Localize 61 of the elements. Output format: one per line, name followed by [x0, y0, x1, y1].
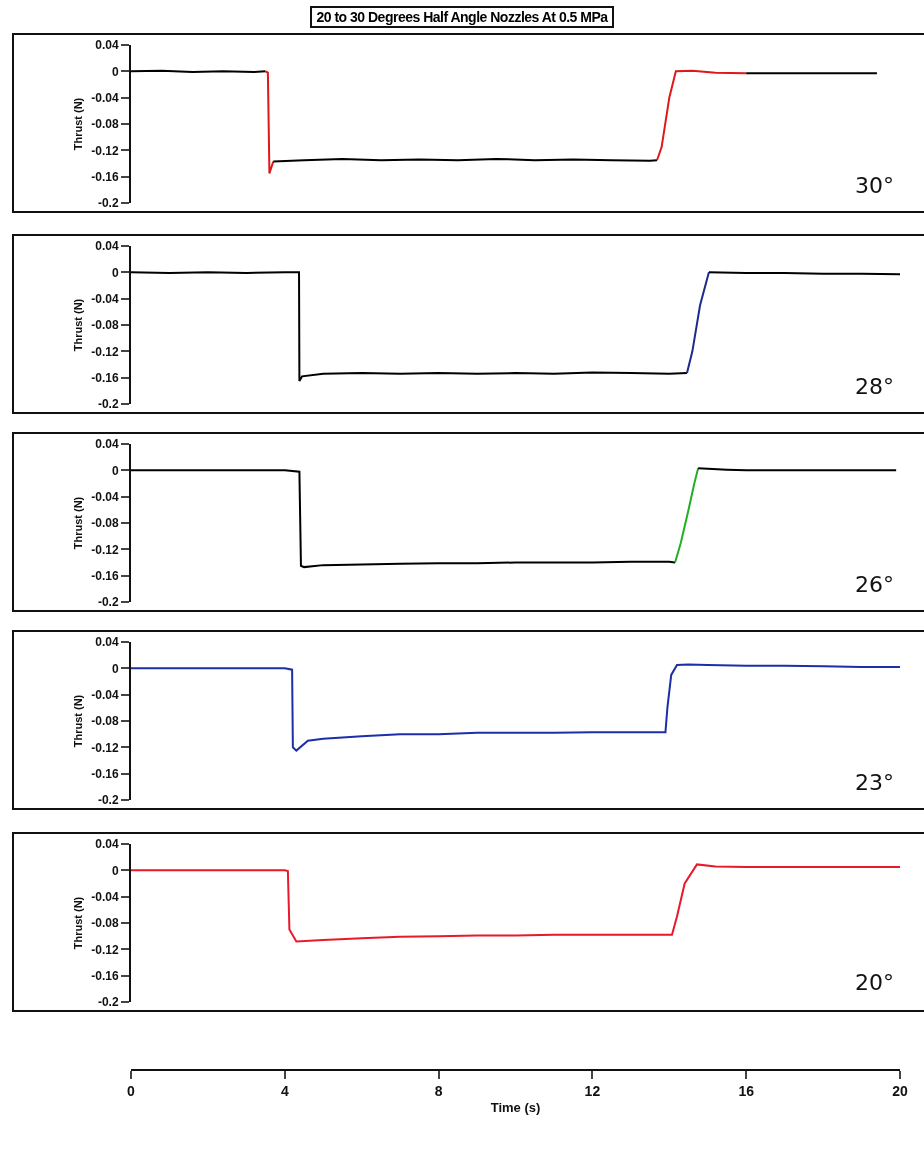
- annotation: 20°: [855, 970, 894, 995]
- x-tick-label: 16: [738, 1082, 755, 1099]
- y-tick-label: 0: [111, 863, 119, 878]
- y-tick-label: -0.08: [91, 916, 119, 931]
- y-tick-label: 0.04: [95, 38, 119, 53]
- y-tick-label: 0: [111, 265, 119, 280]
- y-tick-label: 0.04: [95, 837, 119, 852]
- x-tick-label: 12: [584, 1082, 601, 1099]
- y-tick-label: -0.16: [91, 968, 119, 983]
- y-tick-label: 0.04: [95, 239, 119, 254]
- y-tick-label: -0.08: [91, 516, 119, 531]
- y-tick-label: -0.2: [97, 595, 119, 610]
- y-tick-label: -0.08: [91, 117, 119, 132]
- x-tick-label: 4: [280, 1082, 289, 1099]
- y-tick-label: -0.04: [91, 687, 119, 702]
- y-axis-title: Thrust (N): [72, 97, 85, 151]
- y-tick-label: 0.04: [95, 635, 119, 650]
- annotation: 23°: [855, 770, 894, 795]
- y-tick-label: -0.16: [91, 568, 119, 583]
- y-tick-label: -0.04: [91, 90, 119, 105]
- y-tick-label: -0.2: [97, 995, 119, 1010]
- y-tick-label: 0: [111, 463, 119, 478]
- y-tick-label: -0.12: [91, 740, 119, 755]
- chart-title: 20 to 30 Degrees Half Angle Nozzles At 0.5 MPa: [310, 6, 614, 28]
- y-tick-label: -0.2: [97, 196, 119, 211]
- y-tick-label: -0.08: [91, 318, 119, 333]
- x-tick-label: 20: [892, 1082, 908, 1099]
- y-axis-title: Thrust (N): [72, 694, 85, 748]
- y-tick-label: -0.04: [91, 489, 119, 504]
- x-axis-title: Time (s): [490, 1099, 541, 1115]
- annotation: 28°: [855, 374, 894, 399]
- y-tick-label: 0.04: [95, 437, 119, 452]
- y-tick-label: -0.2: [97, 397, 119, 412]
- line-series: [131, 863, 900, 943]
- line-series: [264, 70, 275, 175]
- line-series: [656, 69, 748, 162]
- x-tick-label: 0: [127, 1082, 136, 1099]
- y-tick-label: -0.2: [97, 793, 119, 808]
- y-tick-label: -0.16: [91, 169, 119, 184]
- y-tick-label: -0.16: [91, 370, 119, 385]
- x-tick-label: 8: [434, 1082, 443, 1099]
- y-tick-label: -0.08: [91, 714, 119, 729]
- y-tick-label: -0.04: [91, 889, 119, 904]
- line-series: [685, 271, 710, 375]
- y-tick-label: -0.04: [91, 291, 119, 306]
- y-tick-label: -0.12: [91, 344, 119, 359]
- line-series: [131, 663, 900, 752]
- y-tick-label: -0.12: [91, 143, 119, 158]
- y-tick-label: 0: [111, 64, 119, 79]
- y-axis-title: Thrust (N): [72, 496, 85, 550]
- y-axis-title: Thrust (N): [72, 896, 85, 950]
- annotation: 26°: [855, 572, 894, 597]
- y-tick-label: -0.12: [91, 542, 119, 557]
- annotation: 30°: [855, 173, 894, 198]
- line-series: [131, 469, 677, 569]
- line-series: [674, 467, 700, 564]
- y-tick-label: 0: [111, 661, 119, 676]
- y-tick-label: -0.16: [91, 766, 119, 781]
- y-axis-title: Thrust (N): [72, 298, 85, 352]
- y-tick-label: -0.12: [91, 942, 119, 957]
- line-series: [131, 271, 688, 382]
